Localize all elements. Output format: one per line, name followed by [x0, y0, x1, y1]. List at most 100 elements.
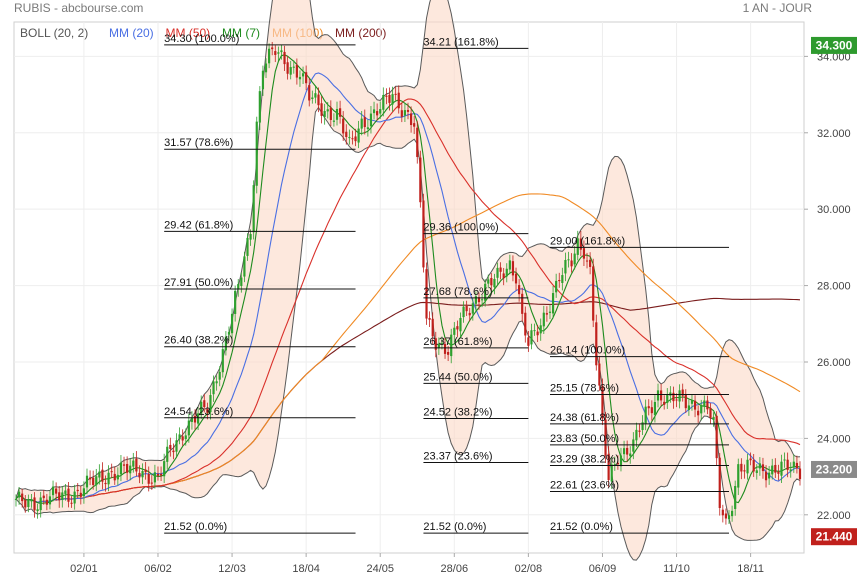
candle-body: [400, 110, 403, 117]
legend-item: MM (20): [109, 26, 154, 40]
candle-body: [629, 453, 632, 457]
candle-body: [647, 406, 650, 409]
candle-body: [218, 371, 221, 380]
candle-body: [129, 465, 132, 474]
fib-label: 22.61 (23.6%): [550, 479, 619, 491]
candle-body: [573, 253, 576, 265]
candle-body: [684, 394, 687, 409]
candle-body: [298, 76, 302, 80]
candle-body: [338, 108, 342, 117]
fib-label: 26.40 (38.2%): [164, 335, 233, 347]
candle-body: [51, 486, 55, 496]
candle-body: [379, 109, 382, 114]
candle-body: [406, 109, 410, 112]
candle-body: [474, 296, 478, 304]
candle-body: [357, 128, 360, 143]
candle-body: [30, 499, 33, 502]
legend: BOLL (20, 2)MM (20)MM (50)MM (7)MM (100)…: [20, 26, 386, 40]
candle-body: [462, 306, 465, 318]
candle-body: [505, 268, 508, 277]
x-tick-label: 18/11: [737, 563, 764, 575]
badge-bottom: [811, 528, 857, 546]
candle-body: [524, 312, 527, 336]
candle-body: [561, 275, 564, 283]
candle-body: [502, 273, 505, 279]
candle-body: [122, 464, 126, 466]
candle-body: [709, 407, 712, 418]
candle-body: [237, 284, 240, 290]
candle-body: [230, 313, 234, 334]
candle-body: [67, 488, 70, 502]
candle-body: [666, 394, 669, 403]
candles: [14, 41, 802, 525]
candle-body: [200, 401, 203, 414]
candle-body: [644, 406, 647, 424]
badge-last: [811, 460, 857, 478]
candle-body: [329, 107, 332, 120]
candle-body: [388, 94, 391, 103]
y-tick-label: 24.000: [817, 433, 851, 445]
candle-body: [113, 473, 116, 481]
candle-body: [443, 343, 447, 354]
candle-body: [768, 472, 771, 479]
candle-body: [622, 448, 626, 455]
candle-body: [95, 476, 98, 486]
candle-body: [345, 131, 348, 138]
candle-body: [42, 495, 45, 499]
candle-body: [678, 390, 681, 402]
candle-body: [533, 330, 536, 332]
candle-body: [212, 381, 215, 395]
candle-body: [761, 464, 765, 472]
candle-body: [487, 279, 490, 284]
candle-body: [391, 94, 394, 105]
candle-body: [280, 50, 283, 53]
y-tick-label: 34.000: [817, 51, 851, 63]
candle-body: [431, 318, 434, 337]
x-tick-label: 02/08: [515, 563, 543, 575]
fib-label: 23.83 (50.0%): [550, 433, 619, 445]
candle-body: [545, 313, 548, 315]
candle-body: [672, 392, 675, 402]
candle-body: [24, 499, 27, 508]
candle-body: [286, 62, 289, 74]
candle-body: [135, 458, 138, 472]
fib-label: 26.14 (100.0%): [550, 345, 625, 357]
candle-body: [132, 460, 135, 467]
candle-body: [740, 463, 743, 472]
candle-body: [635, 429, 638, 441]
candle-body: [190, 417, 194, 422]
candle-body: [101, 469, 104, 482]
candle-body: [403, 110, 407, 116]
candle-body: [308, 85, 311, 101]
candle-body: [274, 51, 277, 55]
candle-body: [45, 499, 48, 505]
candle-body: [27, 499, 30, 507]
candle-body: [240, 277, 243, 286]
candle-body: [153, 472, 156, 483]
candle-body: [64, 490, 67, 494]
candle-body: [576, 238, 579, 255]
candle-body: [181, 436, 184, 441]
candle-body: [138, 472, 141, 478]
candle-body: [536, 331, 539, 336]
chart-title: RUBIS - abcbourse.com: [14, 1, 144, 15]
candle-body: [508, 260, 511, 270]
fibonacci-levels: 34.30 (100.0%) 31.57 (78.6%) 29.42 (61.8%)…: [164, 33, 730, 534]
candle-body: [792, 461, 795, 468]
candle-body: [551, 293, 555, 314]
candle-body: [465, 305, 468, 312]
legend-item: BOLL (20, 2): [20, 26, 88, 40]
candle-body: [558, 280, 561, 282]
x-tick-label: 11/10: [663, 563, 690, 575]
badge-bottom-label: 21.440: [816, 530, 853, 544]
candle-body: [743, 470, 746, 472]
candle-body: [413, 123, 416, 127]
candle-body: [663, 401, 666, 405]
candle-body: [156, 473, 160, 476]
candle-body: [39, 497, 42, 511]
candle-body: [197, 413, 200, 424]
candle-body: [734, 485, 737, 510]
candle-body: [632, 439, 635, 452]
candle-body: [619, 455, 623, 467]
candle-body: [209, 395, 212, 413]
